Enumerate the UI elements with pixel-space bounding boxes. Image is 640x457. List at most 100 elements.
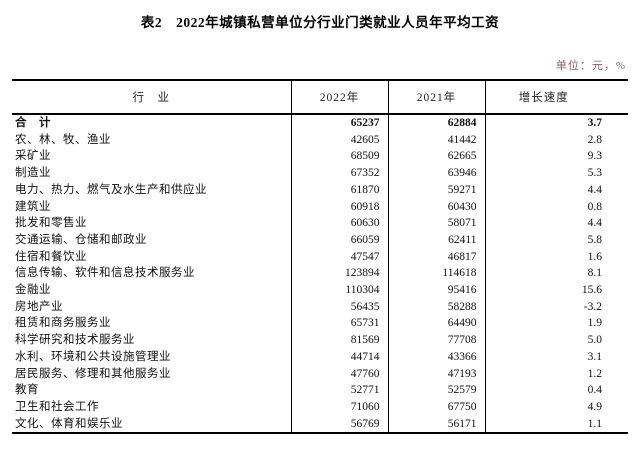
value-2021-cell: 67750 — [388, 398, 486, 416]
value-2021-cell: 95416 — [388, 282, 486, 299]
industry-cell: 交通运输、仓储和邮政业 — [12, 231, 292, 249]
industry-cell: 居民服务、修理和其他服务业 — [12, 365, 292, 383]
value-2022-cell: 81569 — [291, 332, 389, 349]
value-2022-cell: 56435 — [291, 298, 389, 316]
industry-cell: 房地产业 — [12, 298, 292, 316]
table-row: 批发和零售业 60630 58071 4.4 — [12, 215, 628, 232]
growth-cell: -3.2 — [583, 300, 602, 313]
growth-cell: 5.8 — [587, 233, 602, 246]
value-2022-cell: 60918 — [291, 198, 389, 216]
growth-cell: 4.4 — [587, 217, 602, 230]
growth-cell: 4.9 — [587, 400, 602, 413]
growth-cell: 3.7 — [587, 117, 602, 129]
growth-cell: 2.8 — [587, 133, 602, 146]
value-2022-cell: 44714 — [291, 348, 389, 366]
industry-cell: 信息传输、软件和信息技术服务业 — [12, 265, 292, 283]
table-row: 居民服务、修理和其他服务业 47760 47193 1.2 — [12, 365, 628, 383]
wage-table: 行 业 2022年 2021年 增长速度 合 计 65237 62884 3.7 农、林… — [12, 79, 628, 435]
industry-cell: 金融业 — [12, 282, 292, 299]
value-2022-cell: 68509 — [291, 148, 389, 166]
table-row: 教育 52771 52579 0.4 — [12, 382, 628, 399]
growth-cell: 3.1 — [587, 350, 602, 363]
header-row: 行 业 2022年 2021年 增长速度 — [12, 80, 628, 115]
table-row: 住宿和餐饮业 47547 46817 1.6 — [12, 248, 628, 266]
value-2022-cell: 123894 — [291, 265, 389, 283]
value-2022-cell: 65731 — [291, 315, 389, 333]
table-row: 科学研究和技术服务业 81569 77708 5.0 — [12, 332, 628, 349]
industry-cell: 农、林、牧、渔业 — [12, 131, 292, 149]
col-header-growth: 增长速度 — [485, 80, 628, 115]
table-row: 合 计 65237 62884 3.7 — [12, 114, 628, 132]
growth-cell: 1.9 — [587, 317, 602, 330]
industry-cell: 电力、热力、燃气及水生产和供应业 — [12, 181, 292, 199]
table-row: 制造业 67352 63946 5.3 — [12, 165, 628, 182]
unit-note: 单位：元，% — [555, 60, 626, 72]
value-2021-cell: 62411 — [388, 231, 486, 249]
page-title: 表2 2022年城镇私营单位分行业门类就业人员年平均工资 — [140, 15, 500, 30]
table-row: 卫生和社会工作 71060 67750 4.9 — [12, 398, 628, 416]
growth-cell: 5.3 — [587, 167, 602, 180]
value-2021-cell: 58071 — [388, 215, 486, 232]
value-2021-cell: 56171 — [388, 415, 486, 434]
industry-cell: 水利、环境和公共设施管理业 — [12, 348, 292, 366]
value-2022-cell: 65237 — [291, 114, 389, 132]
industry-cell: 合 计 — [12, 114, 292, 132]
value-2021-cell: 43366 — [388, 348, 486, 366]
col-header-2021: 2021年 — [388, 80, 486, 115]
table-row: 电力、热力、燃气及水生产和供应业 61870 59271 4.4 — [12, 181, 628, 199]
industry-cell: 住宿和餐饮业 — [12, 248, 292, 266]
value-2021-cell: 59271 — [388, 181, 486, 199]
table-row: 交通运输、仓储和邮政业 66059 62411 5.8 — [12, 231, 628, 249]
table-row: 租赁和商务服务业 65731 64490 1.9 — [12, 315, 628, 333]
industry-cell: 租赁和商务服务业 — [12, 315, 292, 333]
value-2022-cell: 67352 — [291, 165, 389, 182]
col-header-industry: 行 业 — [12, 80, 292, 115]
table-row: 水利、环境和公共设施管理业 44714 43366 3.1 — [12, 348, 628, 366]
col-header-2022: 2022年 — [291, 80, 389, 115]
value-2022-cell: 42605 — [291, 131, 389, 149]
value-2021-cell: 46817 — [388, 248, 486, 266]
value-2021-cell: 60430 — [388, 198, 486, 216]
table-row: 农、林、牧、渔业 42605 41442 2.8 — [12, 131, 628, 149]
table-row: 金融业 110304 95416 15.6 — [12, 282, 628, 299]
growth-cell: 9.3 — [587, 150, 602, 163]
value-2022-cell: 52771 — [291, 382, 389, 399]
industry-cell: 采矿业 — [12, 148, 292, 166]
value-2022-cell: 47547 — [291, 248, 389, 266]
value-2022-cell: 71060 — [291, 398, 389, 416]
value-2022-cell: 66059 — [291, 231, 389, 249]
table-row: 采矿业 68509 62665 9.3 — [12, 148, 628, 166]
industry-cell: 批发和零售业 — [12, 215, 292, 232]
value-2022-cell: 47760 — [291, 365, 389, 383]
value-2021-cell: 62884 — [388, 114, 486, 132]
value-2021-cell: 64490 — [388, 315, 486, 333]
growth-cell: 4.4 — [587, 183, 602, 196]
growth-cell: 5.0 — [587, 334, 602, 347]
table-row: 房地产业 56435 58288 -3.2 — [12, 298, 628, 316]
industry-cell: 科学研究和技术服务业 — [12, 332, 292, 349]
value-2021-cell: 58288 — [388, 298, 486, 316]
industry-cell: 文化、体育和娱乐业 — [12, 415, 292, 434]
value-2022-cell: 56769 — [291, 415, 389, 434]
value-2021-cell: 114618 — [388, 265, 486, 283]
growth-cell: 1.1 — [587, 417, 602, 430]
growth-cell: 0.8 — [587, 200, 602, 213]
growth-cell: 1.2 — [587, 367, 602, 380]
table-row: 建筑业 60918 60430 0.8 — [12, 198, 628, 216]
growth-cell: 8.1 — [587, 267, 602, 280]
industry-cell: 卫生和社会工作 — [12, 398, 292, 416]
value-2022-cell: 61870 — [291, 181, 389, 199]
growth-cell: 0.4 — [587, 384, 602, 397]
value-2022-cell: 110304 — [291, 282, 389, 299]
value-2021-cell: 41442 — [388, 131, 486, 149]
growth-cell: 1.6 — [587, 250, 602, 263]
value-2021-cell: 77708 — [388, 332, 486, 349]
value-2021-cell: 63946 — [388, 165, 486, 182]
industry-cell: 教育 — [12, 382, 292, 399]
value-2021-cell: 52579 — [388, 382, 486, 399]
value-2021-cell: 47193 — [388, 365, 486, 383]
industry-cell: 建筑业 — [12, 198, 292, 216]
table-row: 文化、体育和娱乐业 56769 56171 1.1 — [12, 415, 628, 434]
value-2022-cell: 60630 — [291, 215, 389, 232]
